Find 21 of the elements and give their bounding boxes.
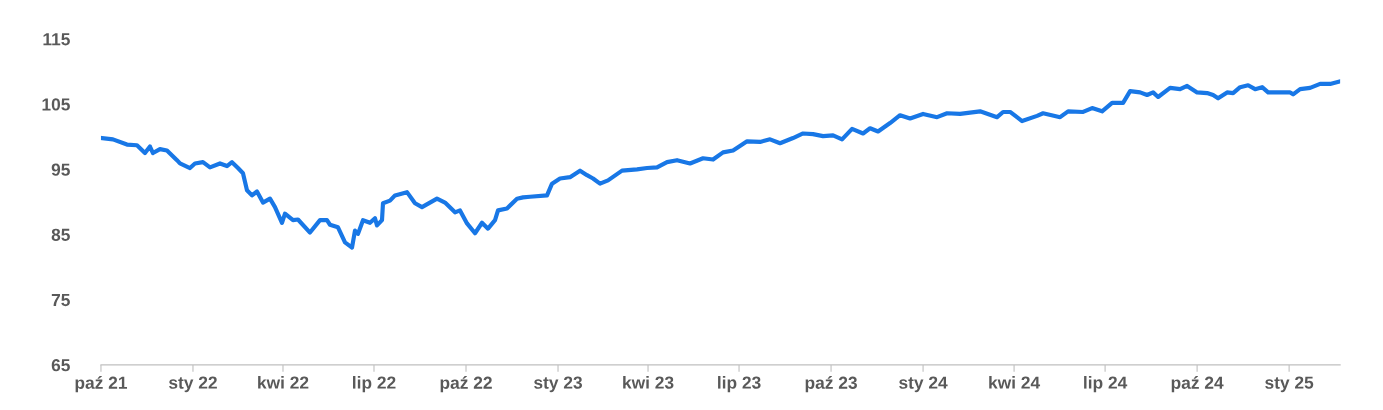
x-tick-label: sty 23 bbox=[534, 376, 583, 393]
x-tick-label: kwi 23 bbox=[623, 376, 674, 389]
x-tick-label: lip 24 bbox=[1084, 376, 1128, 393]
x-tick-label: paź 23 bbox=[805, 376, 857, 393]
x-tick-label: paź 21 bbox=[75, 376, 128, 393]
x-tick-label: sty 22 bbox=[168, 376, 217, 393]
line-series bbox=[100, 79, 1341, 250]
y-tick-label: 95 bbox=[51, 163, 70, 176]
x-tick-label: kwi 24 bbox=[989, 376, 1041, 389]
x-tick-label: kwi 22 bbox=[258, 376, 309, 389]
x-tick-label: lip 23 bbox=[718, 376, 761, 393]
x-tick-label: paź 24 bbox=[1171, 376, 1224, 393]
y-tick-label: 85 bbox=[51, 228, 70, 241]
y-tick-label: 75 bbox=[51, 294, 70, 307]
x-tick-label: sty 24 bbox=[899, 376, 948, 393]
y-tick-label: 115 bbox=[43, 33, 70, 46]
x-tick-label: paź 22 bbox=[440, 376, 492, 393]
x-tick-label: lip 22 bbox=[353, 376, 396, 393]
y-tick-label: 65 bbox=[51, 359, 70, 372]
x-tick-label: sty 25 bbox=[1265, 376, 1314, 393]
y-tick-label: 105 bbox=[42, 98, 70, 111]
